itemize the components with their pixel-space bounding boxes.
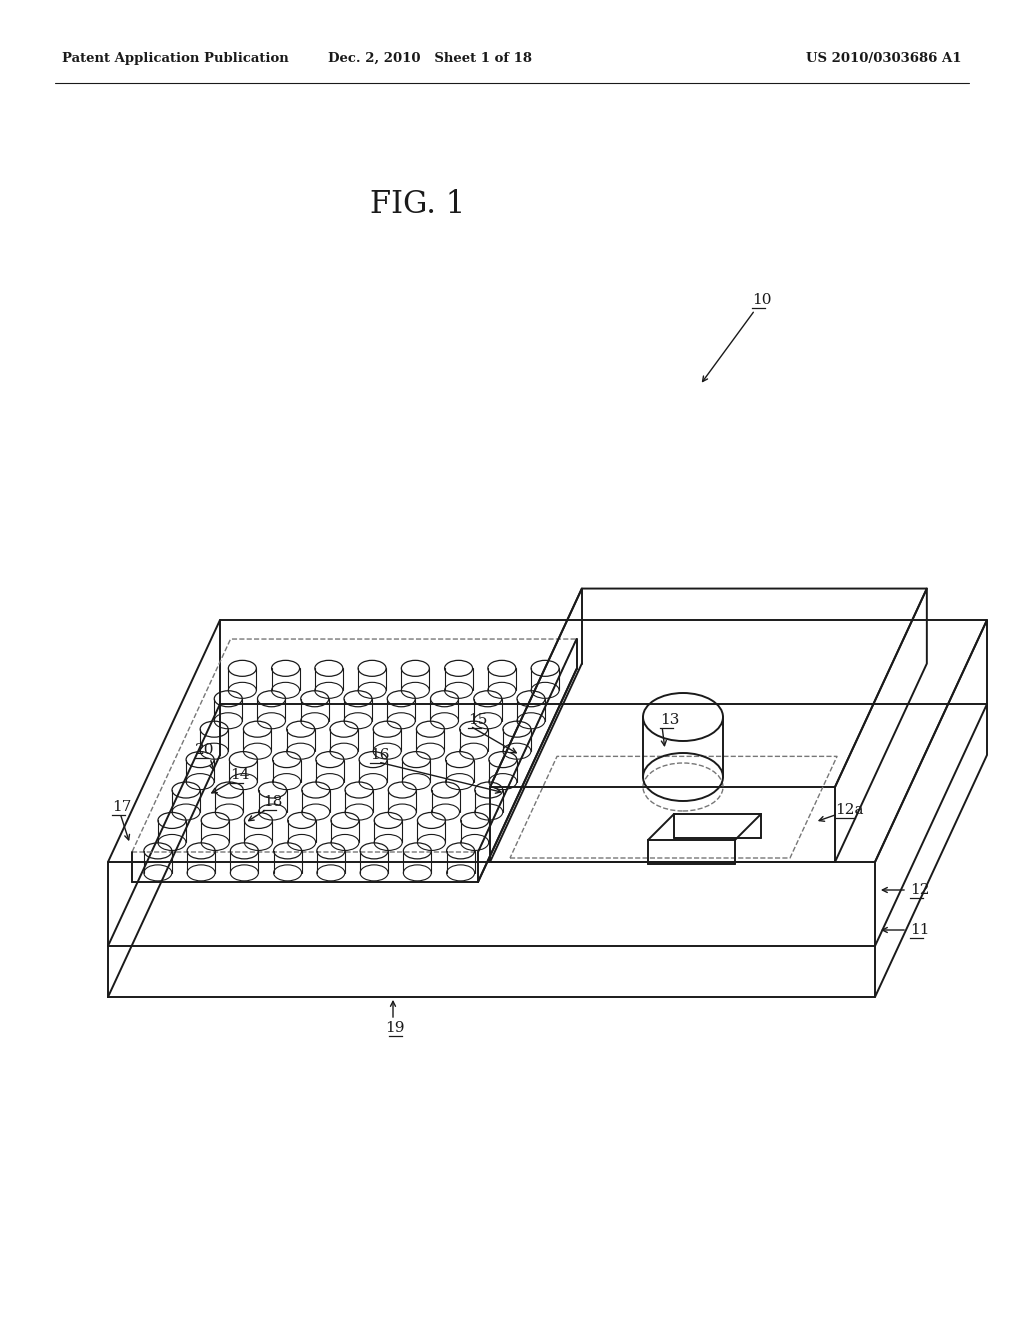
Text: 16: 16 xyxy=(370,748,389,762)
Text: 12: 12 xyxy=(910,883,930,898)
Text: 10: 10 xyxy=(752,293,771,308)
Text: 13: 13 xyxy=(660,713,679,727)
Text: 12a: 12a xyxy=(835,803,863,817)
Text: 18: 18 xyxy=(263,795,283,809)
Text: US 2010/0303686 A1: US 2010/0303686 A1 xyxy=(807,51,962,65)
Text: Patent Application Publication: Patent Application Publication xyxy=(62,51,289,65)
Text: 11: 11 xyxy=(910,923,930,937)
Text: FIG. 1: FIG. 1 xyxy=(370,189,465,220)
Text: 19: 19 xyxy=(385,1020,404,1035)
Text: 20: 20 xyxy=(195,743,214,756)
Text: 17: 17 xyxy=(112,800,131,814)
Text: 15: 15 xyxy=(468,713,487,727)
Text: 14: 14 xyxy=(230,768,250,781)
Text: Dec. 2, 2010   Sheet 1 of 18: Dec. 2, 2010 Sheet 1 of 18 xyxy=(328,51,532,65)
